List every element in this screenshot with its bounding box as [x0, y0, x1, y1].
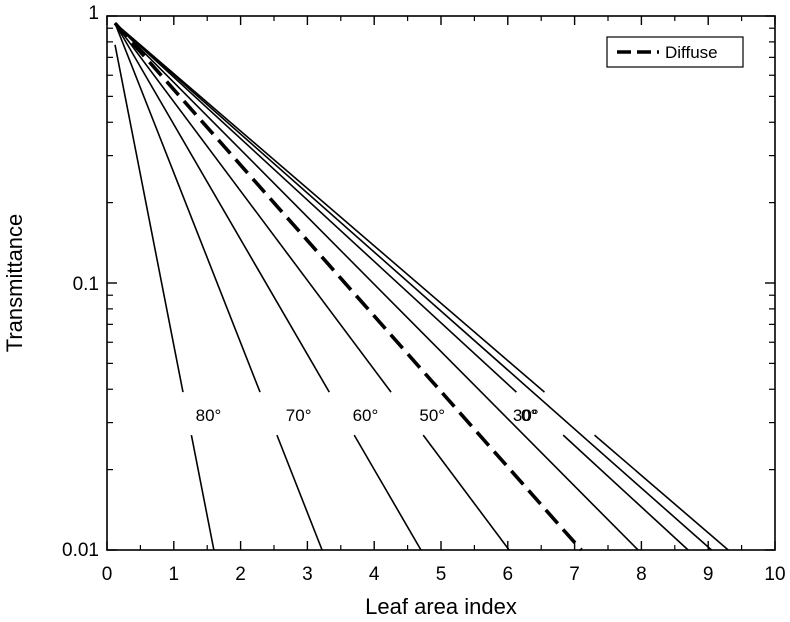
curve-label-80deg: 80°: [196, 406, 222, 425]
series-line-70deg: [114, 22, 261, 393]
y-tick-label: 0.01: [62, 540, 99, 561]
curve-label-70deg: 70°: [286, 406, 312, 425]
x-tick-label: 10: [764, 564, 785, 585]
series-line-70deg-lower: [276, 434, 323, 551]
series-line-unlabeled-1: [114, 22, 713, 551]
series-line-80deg: [114, 44, 184, 393]
x-tick-label: 6: [503, 564, 514, 585]
series-line-diffuse: [113, 21, 583, 552]
curve-label-0deg: 0°: [521, 406, 537, 425]
x-tick-label: 3: [302, 564, 313, 585]
curve-label-50deg: 50°: [419, 406, 445, 425]
series-line-30deg-lower: [562, 434, 689, 551]
series-line-unlabeled-3: [114, 22, 639, 551]
x-tick-label: 0: [102, 564, 113, 585]
series-line-30deg: [114, 22, 517, 393]
series-line-60deg-lower: [353, 434, 422, 551]
x-tick-label: 7: [569, 564, 580, 585]
series-line-0deg: [114, 22, 545, 393]
series-line-0deg-lower: [594, 434, 729, 551]
y-tick-label: 0.1: [73, 274, 99, 295]
legend-label-diffuse: Diffuse: [665, 43, 718, 62]
y-tick-label: 1: [88, 3, 99, 24]
curve-label-30deg: 30°: [513, 406, 539, 425]
series-line-50deg-lower: [422, 434, 510, 551]
curve-label-60deg: 60°: [353, 406, 379, 425]
plot-frame: [106, 15, 776, 551]
series-line-60deg: [114, 22, 330, 393]
x-tick-label: 8: [636, 564, 647, 585]
x-tick-label: 5: [436, 564, 447, 585]
y-axis-label: Transmittance: [2, 214, 27, 353]
x-axis-label: Leaf area index: [365, 594, 517, 619]
series-line-80deg-lower: [190, 434, 215, 551]
x-tick-label: 4: [369, 564, 380, 585]
x-tick-label: 9: [703, 564, 714, 585]
series-line-50deg: [114, 22, 392, 393]
x-tick-label: 1: [169, 564, 180, 585]
x-tick-label: 2: [235, 564, 246, 585]
